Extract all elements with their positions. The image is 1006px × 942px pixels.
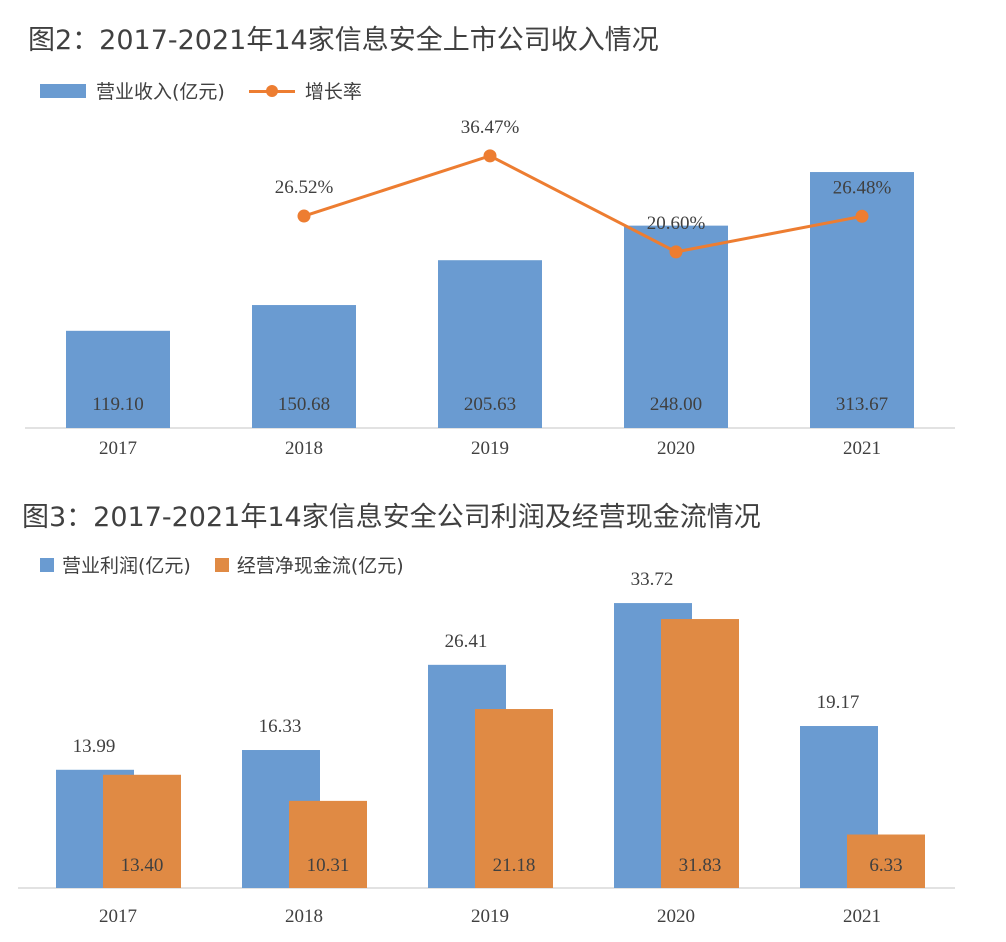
chart1-x-tick-2018: 2018 <box>285 438 323 459</box>
chart1-title: 图2：2017-2021年14家信息安全上市公司收入情况 <box>28 25 659 56</box>
chart2-x-tick-2019: 2019 <box>471 906 509 927</box>
legend-swatch-revenue <box>40 83 86 98</box>
legend-item-growth: 增长率 <box>248 77 362 104</box>
revenue-bar-2018 <box>252 305 356 428</box>
legend-swatch-growth <box>248 84 295 98</box>
cashflow-label-2018: 10.31 <box>307 855 350 876</box>
revenue-label-2021: 313.67 <box>836 394 888 415</box>
cashflow-bar-2019 <box>475 709 553 888</box>
revenue-label-2019: 205.63 <box>464 394 516 415</box>
legend-label-profit: 营业利润(亿元) <box>62 555 191 577</box>
cashflow-bar-2021 <box>847 834 925 888</box>
cashflow-label-2021: 6.33 <box>869 855 902 876</box>
revenue-bar-2017 <box>66 330 170 428</box>
cashflow-bar-2020 <box>661 619 739 888</box>
profit-label-2020: 33.72 <box>631 569 674 590</box>
profit-label-2017: 13.99 <box>73 736 116 757</box>
revenue-bar-2019 <box>438 260 542 428</box>
profit-label-2019: 26.41 <box>445 631 488 652</box>
chart1-x-tick-2020: 2020 <box>657 438 695 459</box>
chart2-x-tick-2017: 2017 <box>99 906 137 927</box>
revenue-bar-2020 <box>624 225 728 428</box>
chart2-x-tick-2021: 2021 <box>843 906 881 927</box>
revenue-label-2017: 119.10 <box>92 394 144 415</box>
cashflow-bar-2017 <box>103 774 181 888</box>
growth-line <box>303 154 863 254</box>
chart1-x-tick-2021: 2021 <box>843 438 881 459</box>
chart1-x-tick-2019: 2019 <box>471 438 509 459</box>
cashflow-label-2020: 31.83 <box>679 855 722 876</box>
profit-label-2018: 16.33 <box>259 716 302 737</box>
legend-item-profit: 营业利润(亿元) <box>40 551 191 578</box>
cashflow-bar-2018 <box>289 800 367 888</box>
chart1-x-tick-2017: 2017 <box>99 438 137 459</box>
cashflow-label-2019: 21.18 <box>493 855 536 876</box>
chart2-x-tick-2018: 2018 <box>285 906 323 927</box>
growth-point-2018 <box>297 209 311 223</box>
growth-label-2018: 26.52% <box>275 177 334 198</box>
legend-label-cashflow: 经营净现金流(亿元) <box>236 555 404 577</box>
legend-item-revenue: 营业收入(亿元) <box>40 77 225 104</box>
growth-point-2020 <box>669 245 683 259</box>
legend-label-growth: 增长率 <box>304 81 362 103</box>
chart2-x-tick-2020: 2020 <box>657 906 695 927</box>
profit-label-2021: 19.17 <box>817 692 860 713</box>
chart2-title: 图3：2017-2021年14家信息安全公司利润及经营现金流情况 <box>22 502 761 533</box>
growth-label-2021: 26.48% <box>833 177 892 198</box>
growth-label-2019: 36.47% <box>461 117 520 138</box>
legend-swatch-profit <box>40 557 54 572</box>
legend-item-cashflow: 经营净现金流(亿元) <box>214 551 404 578</box>
cashflow-label-2017: 13.40 <box>121 855 164 876</box>
legend-swatch-cashflow <box>214 557 229 572</box>
chart1-legend: 营业收入(亿元) 增长率 <box>40 77 386 104</box>
legend-label-revenue: 营业收入(亿元) <box>96 81 225 103</box>
growth-label-2020: 20.60% <box>647 213 706 234</box>
chart2-legend: 营业利润(亿元) 经营净现金流(亿元) <box>40 551 428 578</box>
growth-point-2021 <box>855 209 869 223</box>
revenue-label-2018: 150.68 <box>278 394 330 415</box>
growth-point-2019 <box>483 149 497 163</box>
revenue-label-2020: 248.00 <box>650 394 702 415</box>
